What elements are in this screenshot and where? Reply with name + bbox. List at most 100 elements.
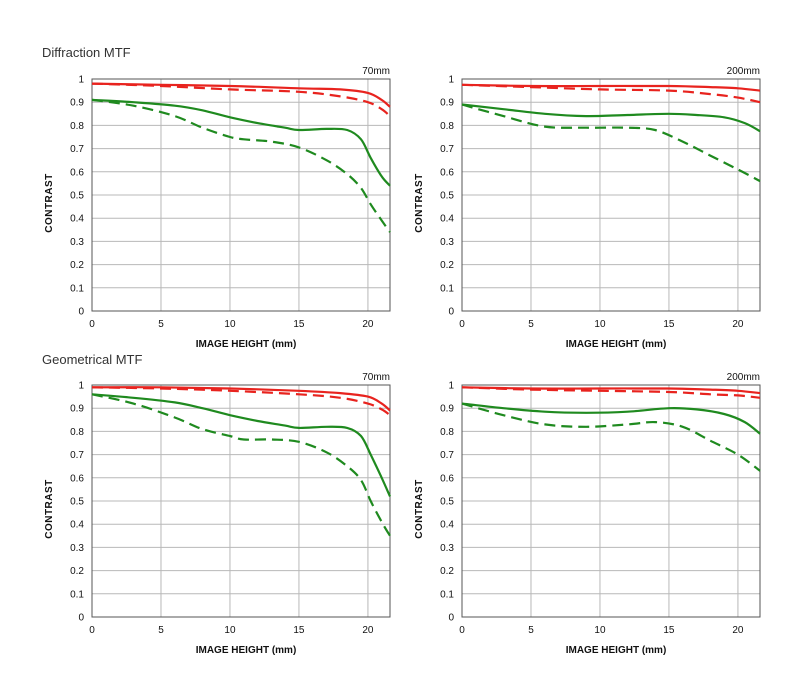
y-tick-label: 0.9 xyxy=(440,98,454,109)
y-tick-label: 0.6 xyxy=(70,167,84,178)
diffraction-mtf-title: Diffraction MTF xyxy=(42,45,131,60)
series-line-green-solid xyxy=(461,402,761,435)
mtf-chart-diffraction-70mm: 00.10.20.30.40.50.60.70.80.910 5 10 15 2070m… xyxy=(44,66,391,350)
y-tick-label: 0.2 xyxy=(70,566,84,577)
x-tick-label: 10 xyxy=(594,319,606,330)
y-tick-label: 1 xyxy=(448,381,454,392)
y-tick-label: 0.5 xyxy=(440,497,454,508)
y-tick-label: 0.8 xyxy=(440,121,454,132)
focal-length-label: 200mm xyxy=(727,66,760,77)
y-axis-label: CONTRAST xyxy=(44,479,55,539)
series-line-green-solid xyxy=(91,393,392,497)
y-tick-label: 0.3 xyxy=(440,237,454,248)
mtf-chart-diffraction-200mm: 00.10.20.30.40.50.60.70.80.910 5 10 15 20200… xyxy=(414,66,761,350)
y-tick-label: 0.3 xyxy=(70,543,84,554)
x-tick-label: 5 xyxy=(158,625,164,636)
series-line-green-dashed xyxy=(91,393,391,537)
y-tick-label: 0.3 xyxy=(70,237,84,248)
y-tick-label: 0.3 xyxy=(440,543,454,554)
series-line-red-dashed xyxy=(91,82,391,117)
y-tick-label: 0.8 xyxy=(70,121,84,132)
y-tick-label: 0.2 xyxy=(440,260,454,271)
focal-length-label: 70mm xyxy=(362,66,390,77)
y-tick-label: 0.5 xyxy=(70,191,84,202)
y-tick-label: 1 xyxy=(78,75,84,86)
series-line-green-dashed xyxy=(91,98,391,233)
y-tick-label: 0.9 xyxy=(70,404,84,415)
x-tick-label: 10 xyxy=(594,625,606,636)
x-tick-label: 10 xyxy=(224,319,236,330)
series-line-green-solid xyxy=(91,98,391,187)
mtf-chart-geometrical-70mm: 00.10.20.30.40.50.60.70.80.910 5 10 15 2070m… xyxy=(44,372,392,656)
y-tick-label: 0.4 xyxy=(70,214,84,225)
series-line-red-solid xyxy=(91,82,391,108)
x-tick-label: 15 xyxy=(293,319,305,330)
series-line-red-solid xyxy=(91,386,391,412)
y-tick-label: 0.5 xyxy=(70,497,84,508)
y-tick-label: 0.1 xyxy=(70,283,84,294)
series-line-red-dashed xyxy=(461,83,761,104)
y-tick-label: 1 xyxy=(78,381,84,392)
x-tick-label: 0 xyxy=(89,625,95,636)
y-tick-label: 0.6 xyxy=(440,473,454,484)
y-tick-label: 0.1 xyxy=(440,589,454,600)
x-tick-label: 5 xyxy=(528,319,534,330)
y-tick-label: 0.5 xyxy=(440,191,454,202)
x-tick-label: 20 xyxy=(732,625,744,636)
x-tick-label: 0 xyxy=(459,319,465,330)
y-tick-label: 0.7 xyxy=(440,144,454,155)
series-line-red-dashed xyxy=(461,386,761,399)
x-axis-label: IMAGE HEIGHT (mm) xyxy=(196,645,297,656)
y-tick-label: 0.2 xyxy=(440,566,454,577)
y-tick-label: 0.8 xyxy=(440,427,454,438)
plot-frame xyxy=(461,384,761,618)
x-tick-label: 0 xyxy=(459,625,465,636)
y-tick-label: 0 xyxy=(448,307,454,318)
y-tick-label: 0.7 xyxy=(70,450,84,461)
y-tick-label: 0.4 xyxy=(440,520,454,531)
y-tick-label: 0.7 xyxy=(70,144,84,155)
y-tick-label: 0.4 xyxy=(440,214,454,225)
x-tick-label: 15 xyxy=(293,625,305,636)
x-axis-label: IMAGE HEIGHT (mm) xyxy=(566,339,667,350)
y-axis-label: CONTRAST xyxy=(414,479,425,539)
y-tick-label: 0 xyxy=(78,307,84,318)
y-tick-label: 0.6 xyxy=(440,167,454,178)
x-tick-label: 20 xyxy=(362,625,374,636)
y-tick-label: 0.9 xyxy=(70,98,84,109)
y-axis-label: CONTRAST xyxy=(44,173,55,233)
y-axis-label: CONTRAST xyxy=(414,173,425,233)
x-axis-label: IMAGE HEIGHT (mm) xyxy=(196,339,297,350)
y-tick-label: 0.9 xyxy=(440,404,454,415)
y-tick-label: 0 xyxy=(78,613,84,624)
y-tick-label: 0.1 xyxy=(440,283,454,294)
y-tick-label: 0.1 xyxy=(70,589,84,600)
mtf-chart-geometrical-200mm: 00.10.20.30.40.50.60.70.80.910 5 10 15 20200… xyxy=(414,372,761,656)
y-tick-label: 0 xyxy=(448,613,454,624)
plot-frame xyxy=(91,384,391,618)
y-tick-label: 0.2 xyxy=(70,260,84,271)
series-line-green-solid xyxy=(461,103,761,133)
x-tick-label: 10 xyxy=(224,625,236,636)
x-axis-label: IMAGE HEIGHT (mm) xyxy=(566,645,667,656)
x-tick-label: 20 xyxy=(362,319,374,330)
series-line-green-dashed xyxy=(461,402,761,472)
x-tick-label: 5 xyxy=(528,625,534,636)
x-tick-label: 15 xyxy=(663,625,675,636)
y-tick-label: 0.7 xyxy=(440,450,454,461)
series-line-red-dashed xyxy=(91,386,391,417)
y-tick-label: 1 xyxy=(448,75,454,86)
x-tick-label: 0 xyxy=(89,319,95,330)
x-tick-label: 20 xyxy=(732,319,744,330)
focal-length-label: 70mm xyxy=(362,372,390,383)
geometrical-mtf-title: Geometrical MTF xyxy=(42,352,143,367)
y-tick-label: 0.4 xyxy=(70,520,84,531)
plot-frame xyxy=(91,78,391,312)
focal-length-label: 200mm xyxy=(727,372,760,383)
x-tick-label: 5 xyxy=(158,319,164,330)
plot-frame xyxy=(461,78,761,312)
x-tick-label: 15 xyxy=(663,319,675,330)
y-tick-label: 0.8 xyxy=(70,427,84,438)
series-line-green-dashed xyxy=(461,103,761,183)
y-tick-label: 0.6 xyxy=(70,473,84,484)
